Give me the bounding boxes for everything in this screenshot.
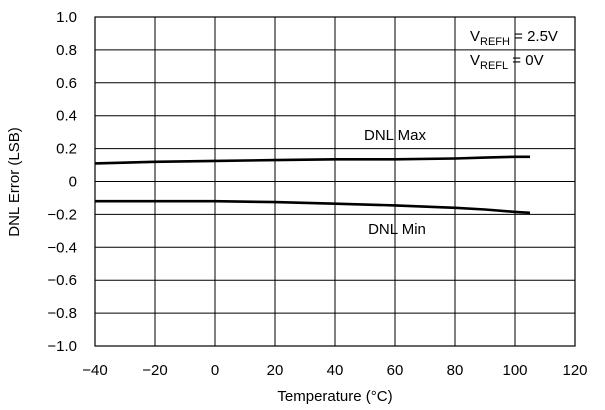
x-tick-label: −40: [82, 362, 107, 379]
x-tick-label: 40: [327, 362, 344, 379]
vrefl-annotation: VREFL = 0V: [470, 52, 544, 72]
vrefl-symbol: V: [470, 52, 480, 69]
y-tick-label: 0.2: [56, 141, 77, 158]
grid: [94, 16, 576, 347]
x-tick-label: 0: [211, 362, 219, 379]
vrefl-value: = 0V: [508, 52, 543, 69]
series-line-dnl-min: [95, 199, 531, 215]
y-tick-labels: 1.0 0.8 0.6 0.4 0.2 0 −0.2 −0.4 −0.6 −0.8 −1.0: [47, 9, 77, 355]
x-tick-label: 120: [562, 362, 587, 379]
x-axis-title: Temperature (°C): [277, 388, 392, 405]
series-group: [94, 155, 531, 215]
x-tick-label: 80: [447, 362, 464, 379]
vrefh-subscript: REFH: [480, 36, 510, 48]
series-label-dnl-max: DNL Max: [364, 127, 426, 144]
y-tick-label: 0.8: [56, 42, 77, 59]
y-tick-label: −1.0: [47, 338, 77, 355]
series-line-dnl-max: [94, 155, 530, 165]
y-tick-label: 0.6: [56, 75, 77, 92]
y-tick-label: 1.0: [56, 9, 77, 26]
series-label-dnl-min: DNL Min: [368, 221, 426, 238]
x-tick-label: 60: [387, 362, 404, 379]
y-tick-label: 0.4: [56, 108, 77, 125]
y-tick-label: −0.2: [47, 206, 77, 223]
x-tick-label: 100: [502, 362, 527, 379]
x-tick-label: −20: [142, 362, 167, 379]
vrefh-annotation: VREFH = 2.5V: [470, 28, 558, 48]
vrefl-subscript: REFL: [480, 60, 508, 72]
y-tick-label: −0.8: [47, 305, 77, 322]
vrefh-value: = 2.5V: [510, 28, 558, 45]
x-tick-label: 20: [267, 362, 284, 379]
y-tick-label: −0.4: [47, 239, 77, 256]
vrefh-symbol: V: [470, 28, 480, 45]
plot-frame: [94, 16, 576, 347]
y-tick-label: −0.6: [47, 272, 77, 289]
x-tick-labels: −40 −20 0 20 40 60 80 100 120: [82, 362, 587, 379]
y-axis-title: DNL Error (LSB): [6, 127, 23, 236]
y-tick-label: 0: [69, 174, 77, 191]
